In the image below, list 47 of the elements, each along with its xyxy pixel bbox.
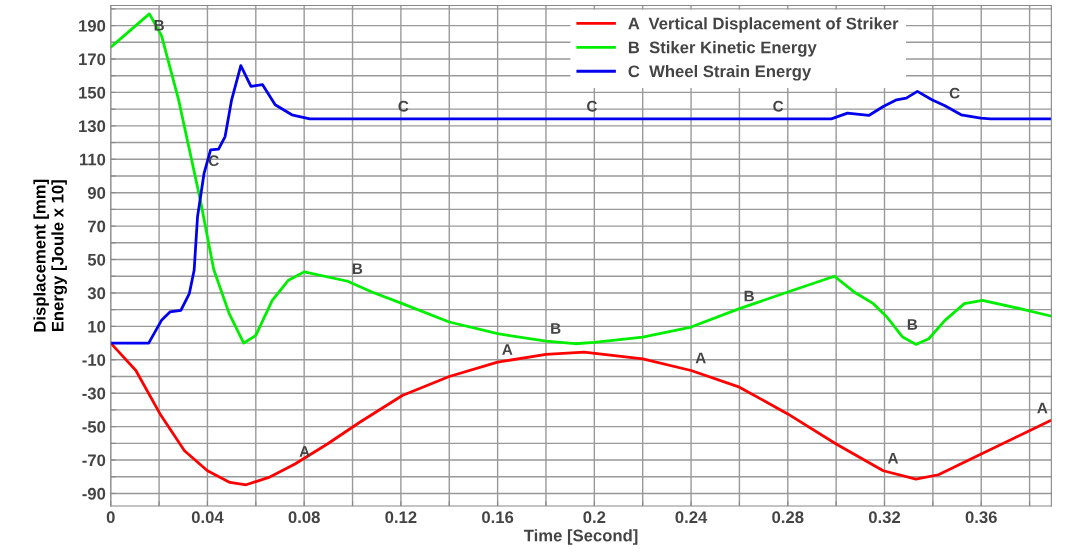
y-tick-label: -70 (82, 454, 106, 467)
annotation: C (208, 155, 219, 167)
x-tick-label: 0.12 (385, 511, 417, 524)
legend-label: C Wheel Strain Energy (628, 65, 812, 81)
annotation: C (773, 100, 784, 112)
x-tick-label: 0.24 (675, 511, 708, 524)
annotation: C (398, 100, 409, 112)
legend-label: B Stiker Kinetic Energy (628, 41, 817, 57)
line-series (110, 341, 1052, 487)
annotation: A (887, 452, 899, 464)
line-series (110, 64, 1052, 345)
y-tick-label: 110 (80, 153, 106, 166)
annotation: B (744, 290, 754, 302)
annotation: B (907, 319, 918, 330)
annotation: A (695, 352, 706, 364)
annotation: A (502, 344, 513, 355)
y-tick-label: 190 (79, 19, 106, 32)
x-tick-label: 0 (106, 511, 115, 524)
line-series (110, 12, 1052, 346)
y-tick-label: 90 (87, 187, 106, 199)
x-tick-label: 0.2 (583, 511, 606, 524)
annotation: C (949, 87, 960, 99)
annotation: C (587, 100, 598, 112)
y-tick-label: -10 (82, 354, 106, 366)
legend-label: A Vertical Displacement of Striker (628, 17, 899, 33)
y-tick-label: 170 (79, 53, 106, 66)
annotation: A (1037, 402, 1048, 414)
x-tick-label: 0.04 (191, 511, 224, 524)
x-tick-label: 0.28 (772, 511, 804, 524)
y-tick-label: 10 (88, 320, 106, 333)
y-tick-label: 50 (87, 253, 106, 266)
x-tick-label: 0.36 (965, 511, 997, 524)
x-axis-title: Time [Second] (523, 529, 638, 545)
y-tick-label: 130 (79, 120, 106, 133)
annotation: B (551, 323, 561, 334)
y-tick-label: -30 (82, 387, 106, 400)
y-tick-label: 30 (87, 287, 106, 300)
y-axis-title: Displacement [mm] Energy [Joule x 10] (33, 179, 67, 332)
x-tick-label: 0.08 (288, 511, 320, 524)
y-tick-label: 150 (79, 86, 106, 99)
y-tick-label: -50 (82, 421, 106, 433)
x-tick-label: 0.16 (482, 511, 514, 524)
annotation: A (299, 446, 310, 457)
x-tick-label: 0.32 (868, 511, 901, 524)
y-tick-label: 70 (88, 220, 106, 233)
y-tick-label: -90 (82, 487, 106, 500)
annotation: B (352, 263, 363, 274)
